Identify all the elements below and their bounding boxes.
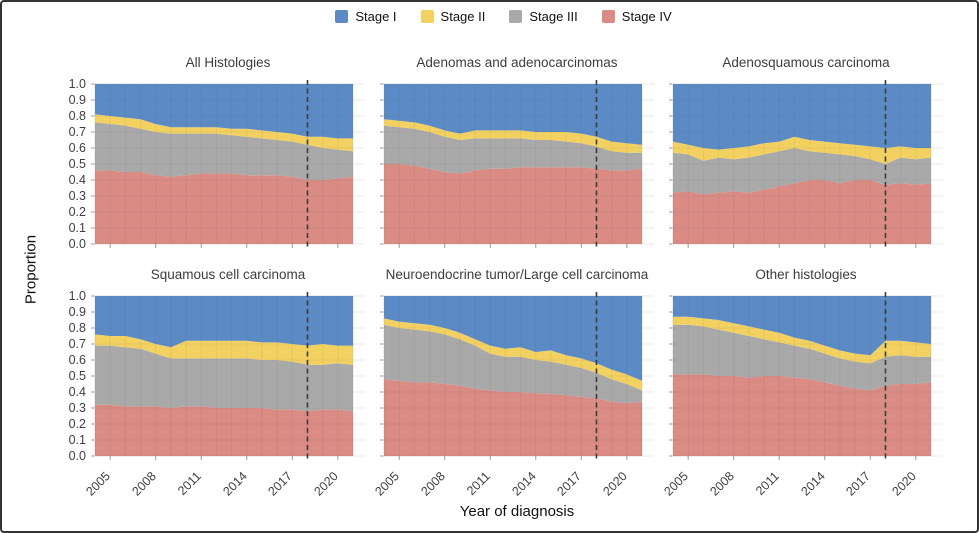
y-tick-label: 0.5 [68,369,86,383]
y-tick-label: 0.0 [68,449,86,463]
x-axis-title: Year of diagnosis [459,503,575,520]
panel-other-histologies: Other histologies [669,267,943,462]
panel-title: All Histologies [185,55,271,70]
panel-title: Neuroendocrine tumor/Large cell carcinom… [385,267,649,282]
y-tick-label: 0.9 [68,305,86,319]
legend-item-stage-iii: Stage III [509,9,578,24]
y-tick-label: 0.3 [68,401,86,415]
panel-neuroendocrine-large-cell: Neuroendocrine tumor/Large cell carcinom… [380,267,654,462]
legend-item-stage-iv: Stage IV [601,9,672,24]
stage-iii-swatch [509,10,523,23]
y-tick-label: 0.4 [68,385,86,399]
panel-title: Adenosquamous carcinoma [722,55,890,70]
y-tick-label: 1.0 [68,77,86,91]
y-tick-label: 0.9 [68,93,86,107]
y-tick-label: 0.7 [68,125,86,139]
stage-iv-swatch [601,10,615,23]
stacked-area-chart [91,80,365,250]
y-tick-label: 0.6 [68,353,86,367]
stacked-area-chart [380,80,654,250]
y-tick-label: 0.0 [68,237,86,251]
panel-squamous-cell-carcinoma: Squamous cell carcinoma [91,267,365,462]
stacked-area-chart [669,292,943,462]
stacked-area-chart [380,292,654,462]
y-axis-title: Proportion [22,234,40,305]
legend-label: Stage II [440,9,486,24]
legend-item-stage-ii: Stage II [420,9,486,24]
legend-label: Stage IV [621,9,672,24]
legend-label: Stage III [529,9,578,24]
panel-title: Squamous cell carcinoma [150,267,306,282]
y-tick-label: 0.8 [68,109,86,123]
legend-item-stage-i: Stage I [335,9,397,24]
y-tick-label: 0.1 [68,221,86,235]
panel-all-histologies: All Histologies [91,55,365,250]
y-tick-label: 0.8 [68,321,86,335]
panel-title: Adenomas and adenocarcinomas [416,55,618,70]
stacked-area-chart [669,80,943,250]
y-tick-label: 0.6 [68,141,86,155]
y-tick-label: 0.4 [68,173,86,187]
panel-adenosquamous-carcinoma: Adenosquamous carcinoma [669,55,943,250]
panel-title: Other histologies [755,267,857,282]
y-tick-label: 0.5 [68,157,86,171]
y-tick-label: 0.7 [68,337,86,351]
legend: Stage I Stage II Stage III Stage IV [2,9,977,24]
y-tick-label: 0.2 [68,417,86,431]
stage-i-swatch [335,10,349,23]
y-tick-label: 0.1 [68,433,86,447]
stacked-area-chart [91,292,365,462]
legend-label: Stage I [355,9,397,24]
stage-ii-swatch [420,10,434,23]
y-tick-label: 0.2 [68,205,86,219]
y-tick-label: 1.0 [68,289,86,303]
y-tick-label: 0.3 [68,189,86,203]
panel-adenomas-adenocarcinomas: Adenomas and adenocarcinomas [380,55,654,250]
